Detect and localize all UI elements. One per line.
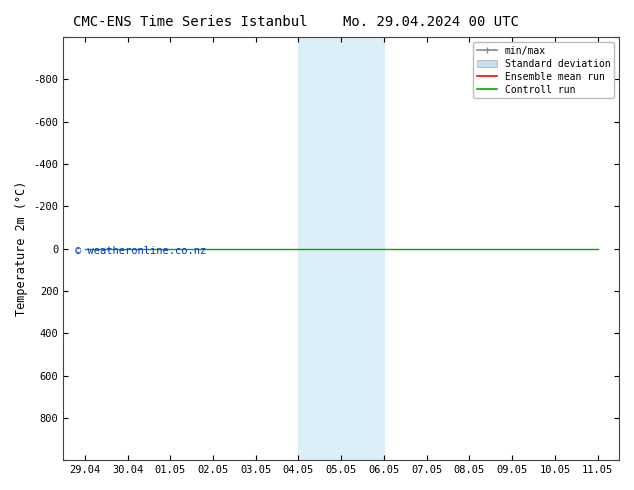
- Y-axis label: Temperature 2m (°C): Temperature 2m (°C): [15, 181, 28, 316]
- Text: © weatheronline.co.nz: © weatheronline.co.nz: [75, 246, 206, 256]
- Bar: [619, 37, 634, 460]
- Text: CMC-ENS Time Series Istanbul: CMC-ENS Time Series Istanbul: [73, 15, 307, 29]
- Text: Mo. 29.04.2024 00 UTC: Mo. 29.04.2024 00 UTC: [343, 15, 519, 29]
- Bar: [299, 37, 384, 460]
- Legend: min/max, Standard deviation, Ensemble mean run, Controll run: min/max, Standard deviation, Ensemble me…: [474, 42, 614, 98]
